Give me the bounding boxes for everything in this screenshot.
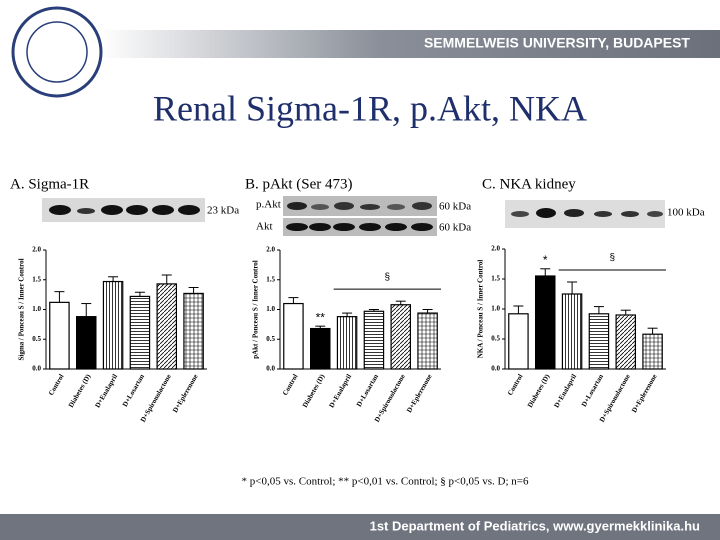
- y-tick-label: 1.0: [32, 305, 41, 313]
- y-tick-label: 2.0: [32, 246, 41, 254]
- bar: [642, 333, 663, 370]
- bar: [508, 313, 529, 370]
- bar: [102, 280, 124, 370]
- bar: [615, 314, 637, 370]
- bar: [156, 283, 178, 370]
- y-tick-label: 1.0: [491, 305, 500, 313]
- kda-label: 60 kDa: [439, 201, 471, 213]
- footer: 1st Department of Pediatrics, www.gyerme…: [370, 518, 700, 533]
- chart-title: A. Sigma-1R: [10, 176, 89, 192]
- y-tick-label: 0.0: [32, 365, 41, 373]
- header-bar: [100, 30, 720, 58]
- blot-label: Akt: [256, 221, 273, 233]
- bar: [390, 304, 412, 370]
- bar: [363, 310, 385, 370]
- bar: [588, 313, 610, 370]
- bar: [283, 302, 304, 370]
- chart-title: C. NKA kidney: [482, 176, 576, 192]
- y-axis-label: pAkt / Ponceau S / Inner Control: [252, 260, 260, 359]
- kda-label: 60 kDa: [439, 222, 471, 234]
- y-tick-label: 1.0: [266, 305, 275, 313]
- bracket-label: §: [385, 272, 391, 283]
- chart-title: B. pAkt (Ser 473): [245, 176, 353, 192]
- kda-label: 23 kDa: [207, 205, 239, 217]
- bar: [417, 312, 438, 370]
- y-tick-label: 2.0: [266, 246, 275, 254]
- kda-label: 100 kDa: [667, 207, 705, 219]
- significance-marker: *: [543, 253, 548, 267]
- y-tick-label: 0.5: [491, 335, 500, 343]
- logo: [11, 6, 103, 98]
- bar: [309, 327, 331, 370]
- university: SEMMELWEIS UNIVERSITY, BUDAPEST: [424, 35, 690, 51]
- y-tick-label: 1.5: [32, 275, 41, 283]
- footnote: * p<0,05 vs. Control; ** p<0,01 vs. Cont…: [242, 476, 529, 488]
- y-tick-label: 0.0: [266, 365, 275, 373]
- bracket-label: §: [610, 253, 616, 264]
- y-tick-label: 0.5: [266, 335, 275, 343]
- y-axis-label: Sigma / Ponceau S / Inner Control: [18, 258, 26, 360]
- bar: [183, 292, 204, 370]
- y-tick-label: 0.0: [491, 365, 500, 373]
- significance-marker: **: [316, 310, 326, 324]
- blot-b: [283, 196, 437, 236]
- logo-inner: [26, 21, 88, 83]
- bar: [129, 295, 151, 370]
- y-tick-label: 0.5: [32, 335, 41, 343]
- bar: [75, 316, 97, 370]
- slide-title: Renal Sigma-1R, p.Akt, NKA: [153, 88, 587, 128]
- blot-c: [505, 200, 665, 228]
- blot-label: p.Akt: [256, 199, 281, 211]
- bar: [561, 293, 583, 370]
- y-tick-label: 2.0: [491, 245, 500, 253]
- bar: [336, 316, 358, 370]
- y-tick-label: 1.5: [266, 275, 275, 283]
- bar: [49, 301, 70, 370]
- blot-a: [42, 198, 205, 222]
- y-tick-label: 1.5: [491, 275, 500, 283]
- bar: [534, 275, 556, 370]
- footer-bar: [0, 514, 720, 540]
- y-axis-label: NKA / Ponceau S / Inner Control: [477, 260, 485, 359]
